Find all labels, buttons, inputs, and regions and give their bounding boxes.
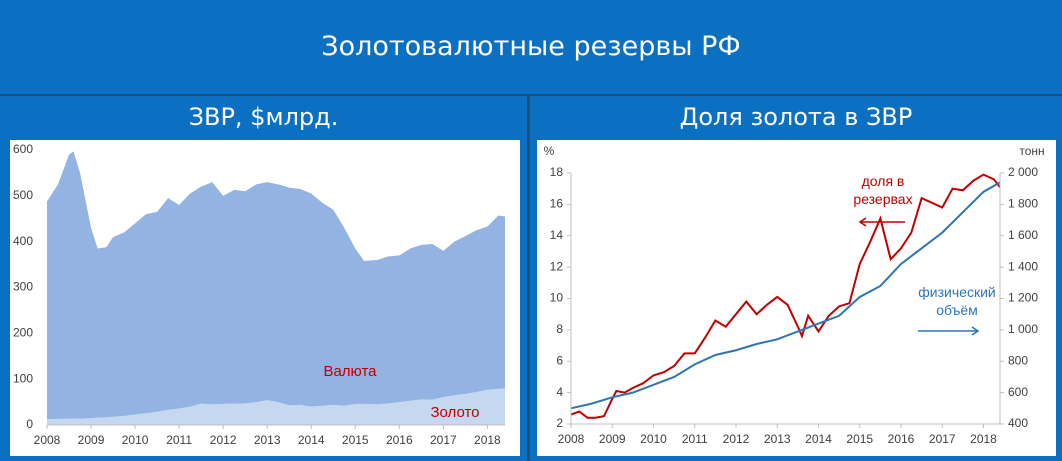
series-label: доля в резервах	[853, 173, 913, 207]
area	[47, 388, 505, 425]
x-tick-label: 2012	[723, 432, 750, 446]
divider	[527, 96, 530, 461]
y-tick-label: 8	[556, 322, 563, 336]
y-tick-label: 16	[550, 197, 564, 211]
x-tick-label: 2014	[805, 432, 832, 446]
chart-bg	[537, 140, 1056, 456]
y2-tick-label: 2 000	[1008, 165, 1038, 179]
y-tick-label: 0	[26, 417, 33, 431]
area	[47, 151, 505, 420]
y-tick-label: 6	[556, 353, 563, 367]
series-label: Золото	[430, 404, 479, 421]
y2-tick-label: 800	[1008, 353, 1028, 367]
x-tick-label: 2015	[846, 432, 873, 446]
x-tick-label: 2011	[682, 432, 708, 446]
x-tick-label: 2017	[430, 433, 457, 447]
y-tick-label: 12	[550, 259, 564, 273]
x-tick-label: 2012	[210, 433, 237, 447]
x-tick-label: 2015	[342, 433, 369, 447]
arrow	[858, 217, 905, 227]
x-tick-label: 2017	[929, 432, 956, 446]
series-label: физический объём	[918, 284, 996, 318]
x-tick-label: 2010	[640, 432, 667, 446]
y2-tick-label: 1 800	[1008, 197, 1038, 211]
x-tick-label: 2013	[254, 433, 281, 447]
y2-tick-label: 1 200	[1008, 291, 1038, 305]
x-tick-label: 2014	[298, 433, 325, 447]
x-tick-label: 2010	[122, 433, 149, 447]
slide-title: Золотовалютные резервы РФ	[321, 31, 741, 62]
x-tick-label: 2008	[34, 433, 61, 447]
x-tick-label: 2018	[474, 433, 501, 447]
x-tick-label: 2018	[970, 432, 997, 446]
y2-axis-label: тонн	[1019, 144, 1044, 158]
series-label: Валюта	[323, 363, 377, 380]
y2-tick-label: 1 600	[1008, 228, 1038, 242]
y-axis-label: %	[544, 144, 555, 158]
y-tick-label: 500	[13, 188, 33, 202]
y-tick-label: 300	[13, 280, 33, 294]
y-tick-label: 18	[550, 165, 564, 179]
panel-title: ЗВР, $млрд.	[188, 103, 339, 131]
y-tick-label: 14	[550, 228, 564, 242]
arrow	[918, 326, 980, 336]
y-tick-label: 200	[13, 326, 33, 340]
line	[570, 181, 1001, 410]
y2-tick-label: 600	[1008, 385, 1028, 399]
x-tick-label: 2009	[78, 433, 105, 447]
x-tick-label: 2008	[558, 432, 585, 446]
x-tick-label: 2009	[599, 432, 626, 446]
x-tick-label: 2011	[166, 433, 192, 447]
y2-tick-label: 400	[1008, 416, 1028, 430]
y-tick-label: 10	[550, 291, 564, 305]
y-tick-label: 400	[13, 234, 33, 248]
line	[570, 173, 1001, 419]
y2-tick-label: 1 400	[1008, 259, 1038, 273]
y-tick-label: 600	[13, 142, 33, 156]
divider	[0, 94, 1062, 96]
y2-tick-label: 1 000	[1008, 322, 1038, 336]
panel-title: Доля золота в ЗВР	[679, 103, 913, 131]
x-tick-label: 2013	[764, 432, 791, 446]
y-tick-label: 4	[556, 385, 563, 399]
y-tick-label: 2	[556, 416, 563, 430]
x-tick-label: 2016	[888, 432, 915, 446]
x-tick-label: 2016	[386, 433, 413, 447]
y-tick-label: 100	[13, 371, 33, 385]
